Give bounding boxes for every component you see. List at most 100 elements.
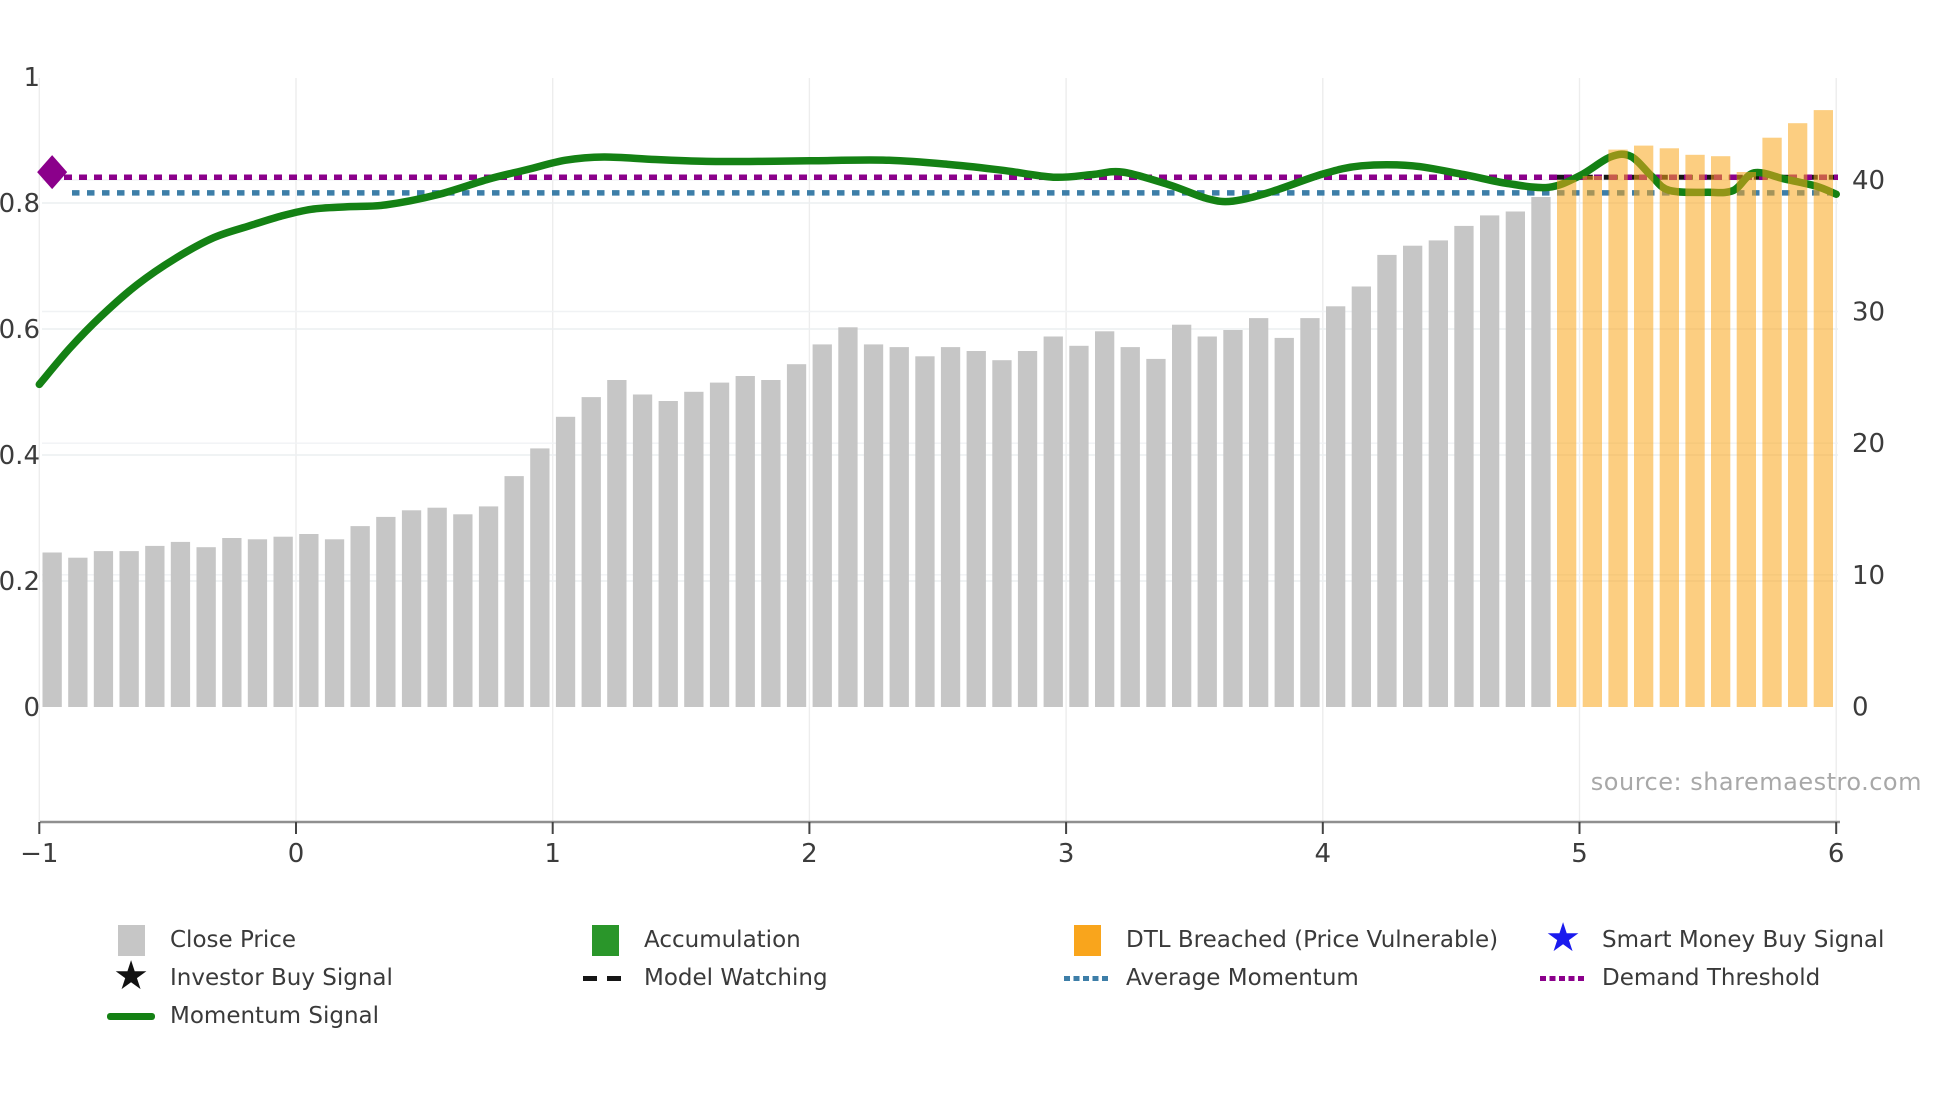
close-price-bar	[1120, 347, 1140, 707]
close-price-bar	[940, 347, 961, 707]
close-price-bar	[1017, 351, 1038, 707]
close-price-bar	[555, 416, 576, 707]
legend-item-model-watching: Model Watching	[570, 958, 828, 998]
close-price-bar	[1531, 197, 1551, 707]
legend-label: Model Watching	[644, 965, 828, 991]
close-price-bar	[658, 401, 678, 707]
close-price-bar	[966, 351, 986, 707]
blue-star-icon: ★	[1545, 915, 1581, 961]
dtl-breached-swatch-icon	[1073, 924, 1101, 956]
dtl-breached-bar	[1557, 179, 1577, 707]
legend-item-dtl-breached: DTL Breached (Price Vulnerable)	[1052, 920, 1498, 960]
close-price-bar	[376, 516, 396, 707]
close-price-bar	[299, 534, 319, 707]
close-price-bar	[1480, 215, 1500, 707]
close-price-bar	[247, 539, 268, 707]
legend-label: DTL Breached (Price Vulnerable)	[1126, 927, 1499, 953]
x-tick-label: 4	[1315, 839, 1332, 869]
close-price-bar	[1403, 245, 1423, 707]
close-price-bar	[1249, 318, 1269, 707]
close-price-bar	[427, 507, 447, 707]
dtl-breached-bar	[1711, 156, 1731, 707]
legend-item-demand-threshold: Demand Threshold	[1528, 958, 1820, 998]
close-price-swatch-icon	[117, 924, 145, 956]
price-momentum-chart: −1 0 1 2 3 4 5 6 0 0.2 0.4 0.6 0.8 1 0 10 20 30 40	[0, 63, 1885, 869]
close-price-bar	[170, 541, 191, 707]
right-tick-label: 30	[1852, 298, 1885, 328]
close-price-bar	[1274, 337, 1294, 707]
legend-label: Accumulation	[644, 927, 801, 953]
legend-item-accumulation: Accumulation	[570, 920, 801, 960]
close-price-bar	[632, 394, 653, 707]
left-tick-label: 0	[23, 693, 40, 723]
green-line-swatch-icon	[107, 1012, 155, 1020]
close-price-bar	[1069, 345, 1089, 707]
close-price-bar	[863, 344, 884, 707]
close-price-bar	[145, 545, 165, 707]
close-price-bar	[196, 547, 216, 707]
close-price-bar	[1043, 336, 1063, 707]
close-price-bar	[324, 539, 345, 707]
close-price-bar	[1197, 336, 1217, 707]
legend-label: Momentum Signal	[170, 1003, 380, 1029]
right-tick-label: 20	[1852, 429, 1885, 459]
close-price-bar	[1300, 318, 1320, 707]
close-price-bar	[889, 347, 909, 707]
legend-item-close-price: Close Price	[96, 920, 296, 960]
legend-label: Average Momentum	[1126, 965, 1359, 991]
black-dashed-line-icon	[583, 975, 627, 981]
right-tick-label: 40	[1852, 166, 1885, 196]
x-tick-label: 6	[1828, 839, 1845, 869]
purple-dotted-line-icon	[1540, 975, 1586, 981]
dtl-breached-bar	[1582, 175, 1602, 707]
x-tick-label: 1	[544, 839, 561, 869]
close-price-bar	[915, 356, 935, 707]
dtl-breached-bar	[1685, 154, 1705, 708]
legend-label: Demand Threshold	[1602, 965, 1821, 991]
legend-item-average-momentum: Average Momentum	[1052, 958, 1359, 998]
legend-label: Close Price	[170, 927, 297, 953]
close-price-bar	[68, 557, 88, 707]
close-price-bar	[1172, 324, 1192, 707]
close-price-bar	[812, 344, 832, 707]
close-price-bar	[93, 551, 114, 707]
legend-item-momentum-signal: Momentum Signal	[96, 996, 379, 1036]
source-note: source: sharemaestro.com	[1590, 768, 1922, 796]
dtl-breached-bar	[1608, 149, 1628, 708]
close-price-bar	[1505, 211, 1525, 707]
x-tick-label: 0	[288, 839, 305, 869]
close-price-bar	[992, 360, 1012, 707]
legend-label: Investor Buy Signal	[170, 965, 393, 991]
chart-legend: Close Price ★ Investor Buy Signal Moment…	[0, 905, 1960, 1045]
dtl-breached-bar	[1813, 110, 1833, 708]
dtl-breached-bar	[1762, 137, 1782, 707]
close-price-bar	[581, 397, 601, 707]
black-star-icon: ★	[113, 953, 149, 999]
close-price-bar	[684, 391, 704, 707]
dtl-breached-bar	[1736, 172, 1756, 707]
x-tick-label: 5	[1571, 839, 1588, 869]
close-price-bar	[119, 551, 139, 707]
dtl-breached-bar	[1788, 123, 1808, 707]
left-tick-label: 0.8	[0, 189, 40, 219]
x-tick-label: −1	[20, 839, 58, 869]
blue-dotted-line-icon	[1064, 975, 1110, 981]
close-price-bar	[401, 510, 422, 707]
dtl-breached-bar	[1634, 145, 1654, 708]
close-price-bar	[607, 380, 627, 707]
x-tick-label: 2	[801, 839, 818, 869]
close-price-bar	[1351, 286, 1371, 707]
close-price-bar	[1146, 358, 1166, 707]
close-price-bar	[273, 536, 293, 707]
left-tick-label: 0.2	[0, 567, 40, 597]
right-tick-label: 10	[1852, 561, 1885, 591]
close-price-bar	[1454, 225, 1474, 707]
close-price-bar	[478, 506, 499, 707]
close-price-bar	[761, 380, 781, 707]
close-price-bar	[350, 526, 370, 707]
accumulation-swatch-icon	[591, 924, 619, 956]
legend-item-investor-buy-signal: ★ Investor Buy Signal	[96, 953, 393, 999]
x-tick-label: 3	[1058, 839, 1075, 869]
